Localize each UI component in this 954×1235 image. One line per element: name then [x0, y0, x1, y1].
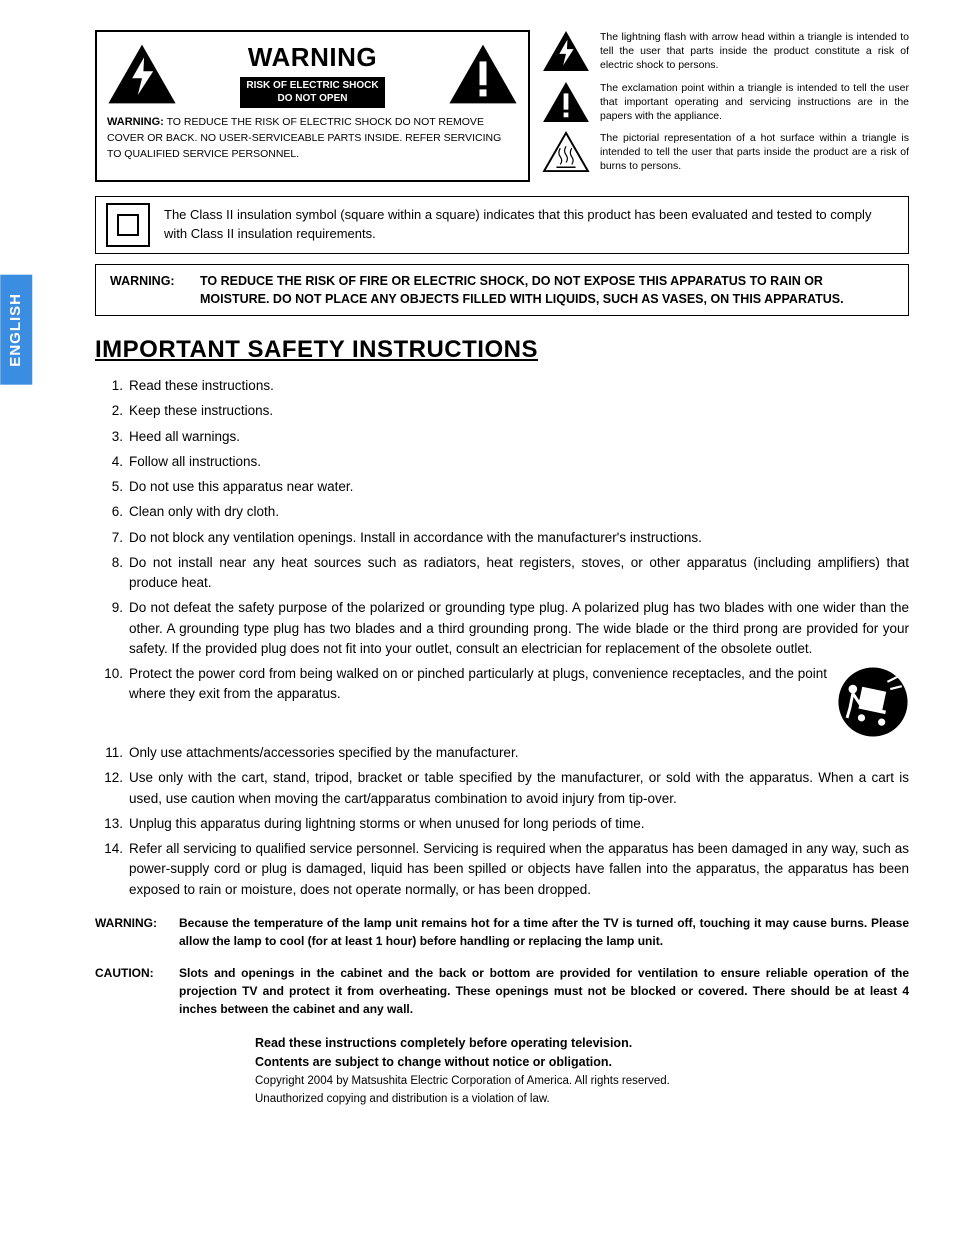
footer: Read these instructions completely befor… — [255, 1034, 909, 1108]
class2-panel: The Class II insulation symbol (square w… — [95, 196, 909, 254]
exposure-warning-panel: WARNING: TO REDUCE THE RISK OF FIRE OR E… — [95, 264, 909, 316]
instruction-item: Unplug this apparatus during lightning s… — [129, 814, 909, 834]
instruction-item: Use only with the cart, stand, tripod, b… — [129, 768, 909, 809]
instruction-item: Do not use this apparatus near water. — [129, 477, 909, 497]
top-row: WARNING RISK OF ELECTRIC SHOCK DO NOT OP… — [95, 30, 909, 182]
exclamation-legend-icon — [542, 81, 590, 123]
warning-title: WARNING — [191, 40, 434, 75]
footer-line1: Read these instructions completely befor… — [255, 1034, 909, 1053]
instruction-item: Do not defeat the safety purpose of the … — [129, 598, 909, 659]
instruction-item: Only use attachments/accessories specifi… — [129, 743, 909, 763]
hot-legend-text: The pictorial representation of a hot su… — [600, 131, 909, 174]
ventilation-caution-label: CAUTION: — [95, 964, 179, 1018]
footer-line2: Contents are subject to change without n… — [255, 1053, 909, 1072]
main-heading: IMPORTANT SAFETY INSTRUCTIONS — [95, 334, 909, 366]
ventilation-caution: CAUTION: Slots and openings in the cabin… — [95, 964, 909, 1018]
lamp-warning: WARNING: Because the temperature of the … — [95, 914, 909, 950]
exposure-label: WARNING: — [110, 272, 200, 308]
copyright-line1: Copyright 2004 by Matsushita Electric Co… — [255, 1073, 909, 1091]
shock-legend-icon — [542, 30, 590, 72]
warning-body-text: WARNING: TO REDUCE THE RISK OF ELECTRIC … — [107, 114, 518, 162]
instruction-item: Keep these instructions. — [129, 401, 909, 421]
symbol-legend: The lightning flash with arrow head with… — [542, 30, 909, 182]
instruction-item: Refer all servicing to qualified service… — [129, 839, 909, 900]
instruction-list: Read these instructions. Keep these inst… — [95, 376, 909, 900]
hot-surface-legend-icon — [542, 131, 590, 173]
shock-legend-text: The lightning flash with arrow head with… — [600, 30, 909, 73]
copyright-line2: Unauthorized copying and distribution is… — [255, 1091, 909, 1109]
instruction-item: Do not block any ventilation openings. I… — [129, 528, 909, 548]
warning-subheader: RISK OF ELECTRIC SHOCK DO NOT OPEN — [240, 77, 384, 108]
instruction-item: Protect the power cord from being walked… — [129, 664, 909, 738]
lamp-warning-body: Because the temperature of the lamp unit… — [179, 914, 909, 950]
class2-icon — [106, 203, 150, 247]
warning-panel: WARNING RISK OF ELECTRIC SHOCK DO NOT OP… — [95, 30, 530, 182]
exposure-text: TO REDUCE THE RISK OF FIRE OR ELECTRIC S… — [200, 272, 894, 308]
instruction-item: Clean only with dry cloth. — [129, 502, 909, 522]
shock-triangle-icon — [107, 43, 177, 105]
exclamation-triangle-icon — [448, 43, 518, 105]
instruction-item: Follow all instructions. — [129, 452, 909, 472]
lamp-warning-label: WARNING: — [95, 914, 179, 950]
ventilation-caution-body: Slots and openings in the cabinet and th… — [179, 964, 909, 1018]
class2-text: The Class II insulation symbol (square w… — [164, 206, 898, 242]
instruction-item: Read these instructions. — [129, 376, 909, 396]
instruction-item: Do not install near any heat sources suc… — [129, 553, 909, 594]
cart-tipover-icon — [837, 666, 909, 738]
instruction-item: Heed all warnings. — [129, 427, 909, 447]
language-tab: ENGLISH — [0, 275, 32, 385]
exclamation-legend-text: The exclamation point within a triangle … — [600, 81, 909, 124]
